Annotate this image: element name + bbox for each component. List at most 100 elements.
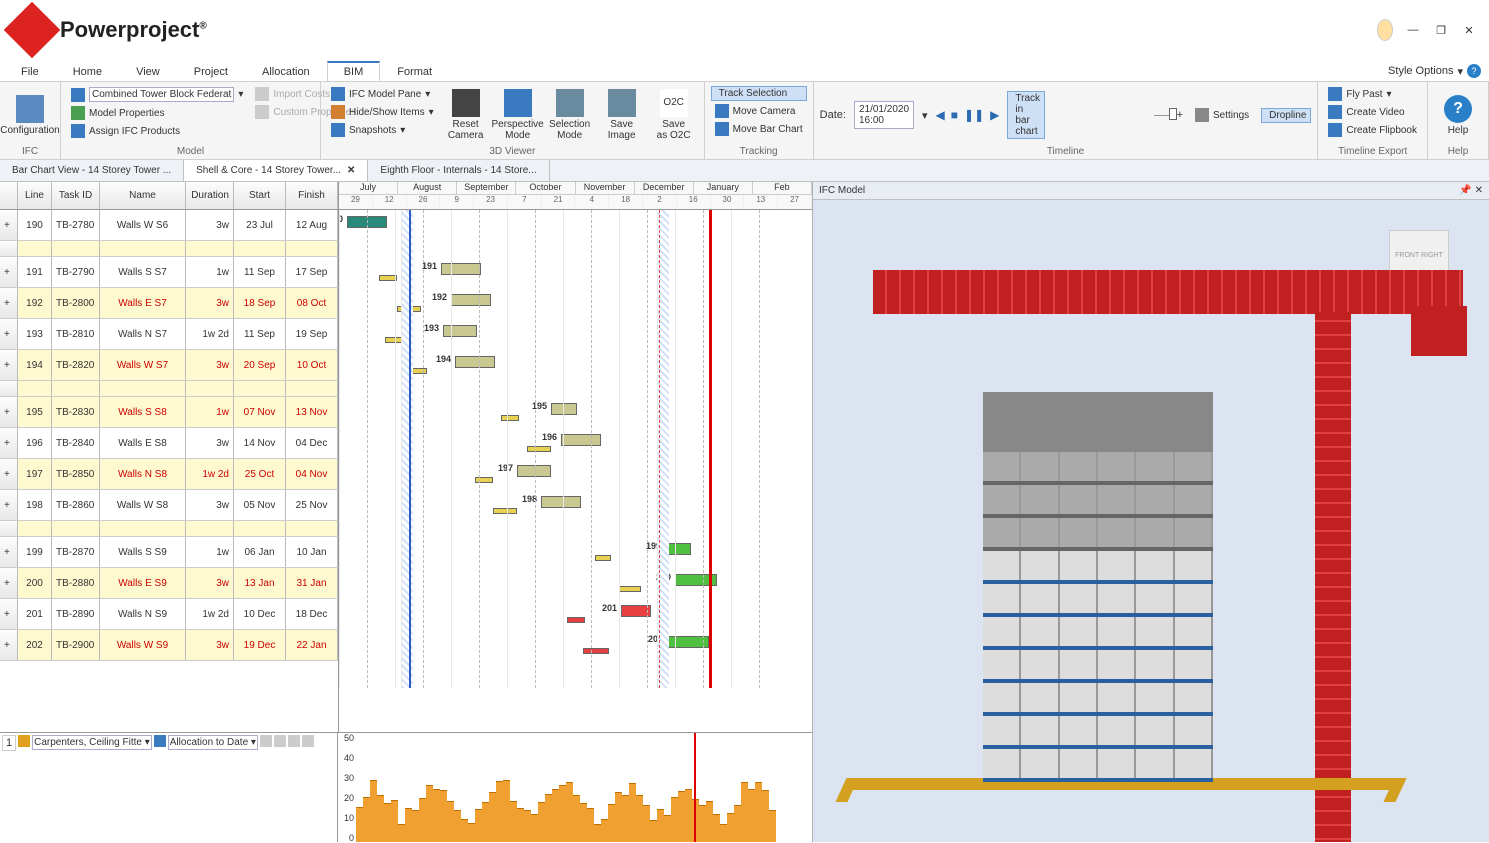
gantt-bar[interactable] <box>561 434 601 446</box>
histo-btn-1-icon[interactable] <box>260 735 272 747</box>
prev-button[interactable]: ◀ <box>936 108 945 122</box>
task-row[interactable]: +196TB-2840Walls E S83w14 Nov04 Dec <box>0 428 338 459</box>
document-tab[interactable]: Bar Chart View - 14 Storey Tower ... <box>0 160 184 181</box>
task-row[interactable]: +193TB-2810Walls N S71w 2d11 Sep19 Sep <box>0 319 338 350</box>
hide-show-button[interactable]: Hide/Show Items▾ <box>327 104 438 120</box>
task-row[interactable]: +190TB-2780Walls W S63w23 Jul12 Aug <box>0 210 338 241</box>
column-header[interactable]: Finish <box>286 182 338 209</box>
tab-close-icon[interactable]: ✕ <box>347 165 355 176</box>
fly-past-button[interactable]: Fly Past▾ <box>1324 86 1421 102</box>
date-dropdown[interactable]: ▾ <box>922 109 928 122</box>
histogram-chart[interactable]: 50403020100 <box>338 733 812 842</box>
menu-file[interactable]: File <box>4 62 56 81</box>
gantt-chart[interactable]: JulyAugustSeptemberOctoberNovemberDecemb… <box>339 182 812 732</box>
gantt-sub-bar[interactable] <box>501 415 519 421</box>
track-in-barchart-toggle[interactable]: Track in bar chart <box>1007 91 1045 139</box>
play-button[interactable]: ▶ <box>990 108 999 122</box>
main-split: LineTask IDNameDurationStartFinish +190T… <box>0 182 1489 842</box>
minimize-button[interactable]: — <box>1405 24 1421 36</box>
slider-plus[interactable]: + <box>1177 109 1183 121</box>
ifc-pane-button[interactable]: IFC Model Pane▾ <box>327 86 438 102</box>
gantt-sub-bar[interactable] <box>475 477 493 483</box>
snapshots-button[interactable]: Snapshots▾ <box>327 122 438 138</box>
menu-view[interactable]: View <box>119 62 177 81</box>
task-row[interactable]: +200TB-2880Walls E S93w13 Jan31 Jan <box>0 568 338 599</box>
menu-allocation[interactable]: Allocation <box>245 62 327 81</box>
move-bar-button[interactable]: Move Bar Chart <box>711 121 807 137</box>
close-button[interactable]: ✕ <box>1461 24 1477 37</box>
gantt-sub-bar[interactable] <box>583 648 609 654</box>
column-header[interactable]: Line <box>18 182 52 209</box>
create-video-button[interactable]: Create Video <box>1324 104 1421 120</box>
document-tab[interactable]: Eighth Floor - Internals - 14 Store... <box>368 160 549 181</box>
column-header[interactable]: Start <box>234 182 286 209</box>
task-row[interactable]: +195TB-2830Walls S S81w07 Nov13 Nov <box>0 397 338 428</box>
maximize-button[interactable]: ❐ <box>1433 24 1449 37</box>
gantt-bar[interactable] <box>551 403 577 415</box>
histogram-filter-2[interactable]: Allocation to Date ▾ <box>168 735 258 750</box>
column-header[interactable]: Duration <box>186 182 234 209</box>
gantt-bar[interactable] <box>451 294 491 306</box>
gantt-bar[interactable] <box>455 356 495 368</box>
model-select[interactable]: Combined Tower Block Federat▾ <box>67 86 247 103</box>
settings-button[interactable]: Settings <box>1191 107 1253 123</box>
ribbon-label-tracking: Tracking <box>711 144 807 157</box>
gantt-bar[interactable] <box>517 465 551 477</box>
histo-btn-3-icon[interactable] <box>288 735 300 747</box>
gantt-sub-bar[interactable] <box>527 446 551 452</box>
save-o2c-button[interactable]: O2CSave as O2C <box>650 86 698 144</box>
save-image-button[interactable]: Save Image <box>598 86 646 144</box>
gantt-bar[interactable] <box>441 263 481 275</box>
help-icon[interactable]: ? <box>1467 64 1481 78</box>
user-avatar-icon[interactable] <box>1377 19 1393 41</box>
gantt-sub-bar[interactable] <box>567 617 585 623</box>
column-header[interactable] <box>0 182 18 209</box>
move-camera-button[interactable]: Move Camera <box>711 103 807 119</box>
window-controls: — ❐ ✕ <box>1377 19 1477 41</box>
task-row[interactable]: +197TB-2850Walls N S81w 2d25 Oct04 Nov <box>0 459 338 490</box>
menu-bim[interactable]: BIM <box>327 61 381 81</box>
histogram-filter-1[interactable]: Carpenters, Ceiling Fitte ▾ <box>32 735 152 750</box>
assign-ifc-button[interactable]: Assign IFC Products <box>67 123 247 139</box>
histo-btn-2-icon[interactable] <box>274 735 286 747</box>
speed-slider[interactable] <box>1154 112 1169 118</box>
column-header[interactable]: Name <box>100 182 186 209</box>
task-row[interactable]: +201TB-2890Walls N S91w 2d10 Dec18 Dec <box>0 599 338 630</box>
perspective-button[interactable]: Perspective Mode <box>494 86 542 144</box>
menu-project[interactable]: Project <box>177 62 245 81</box>
menu-home[interactable]: Home <box>56 62 119 81</box>
selection-mode-button[interactable]: Selection Mode <box>546 86 594 144</box>
dropline-toggle[interactable]: Dropline <box>1261 108 1311 123</box>
column-header[interactable]: Task ID <box>52 182 100 209</box>
task-row[interactable]: +192TB-2800Walls E S73w18 Sep08 Oct <box>0 288 338 319</box>
date-field[interactable]: 21/01/2020 16:00 <box>854 101 914 129</box>
pause-button[interactable]: ❚❚ <box>964 108 984 122</box>
task-row[interactable]: +194TB-2820Walls W S73w20 Sep10 Oct <box>0 350 338 381</box>
ifc-viewport[interactable]: FRONT RIGHT <box>813 200 1489 842</box>
menu-format[interactable]: Format <box>380 62 449 81</box>
reset-camera-button[interactable]: Reset Camera <box>442 86 490 144</box>
document-tab[interactable]: Shell & Core - 14 Storey Tower...✕ <box>184 160 368 181</box>
gantt-sub-bar[interactable] <box>595 555 611 561</box>
task-row[interactable]: +202TB-2900Walls W S93w19 Dec22 Jan <box>0 630 338 661</box>
help-button[interactable]: ? Help <box>1434 86 1482 144</box>
ifc-pin-icon[interactable]: 📌 <box>1459 185 1471 196</box>
histogram-pane: 1 Carpenters, Ceiling Fitte ▾ Allocation… <box>0 732 812 842</box>
gantt-sub-bar[interactable] <box>619 586 641 592</box>
gantt-canvas[interactable]: 190191192193194195196197198199200201202 <box>339 210 812 688</box>
ifc-close-icon[interactable]: ✕ <box>1475 185 1483 196</box>
configuration-button[interactable]: Configuration <box>6 86 54 144</box>
style-options[interactable]: Style Options▾ ? <box>1380 61 1489 81</box>
model-properties-button[interactable]: Model Properties <box>67 105 247 121</box>
hideshow-icon <box>331 105 345 119</box>
stop-button[interactable]: ■ <box>951 108 958 122</box>
task-row[interactable]: +191TB-2790Walls S S71w11 Sep17 Sep <box>0 257 338 288</box>
gantt-bar[interactable] <box>541 496 581 508</box>
task-row[interactable]: +198TB-2860Walls W S83w05 Nov25 Nov <box>0 490 338 521</box>
track-selection-toggle[interactable]: Track Selection <box>711 86 807 101</box>
gantt-bar[interactable] <box>443 325 477 337</box>
task-row[interactable]: +199TB-2870Walls S S91w06 Jan10 Jan <box>0 537 338 568</box>
gantt-sub-bar[interactable] <box>493 508 517 514</box>
histo-btn-4-icon[interactable] <box>302 735 314 747</box>
create-flipbook-button[interactable]: Create Flipbook <box>1324 122 1421 138</box>
